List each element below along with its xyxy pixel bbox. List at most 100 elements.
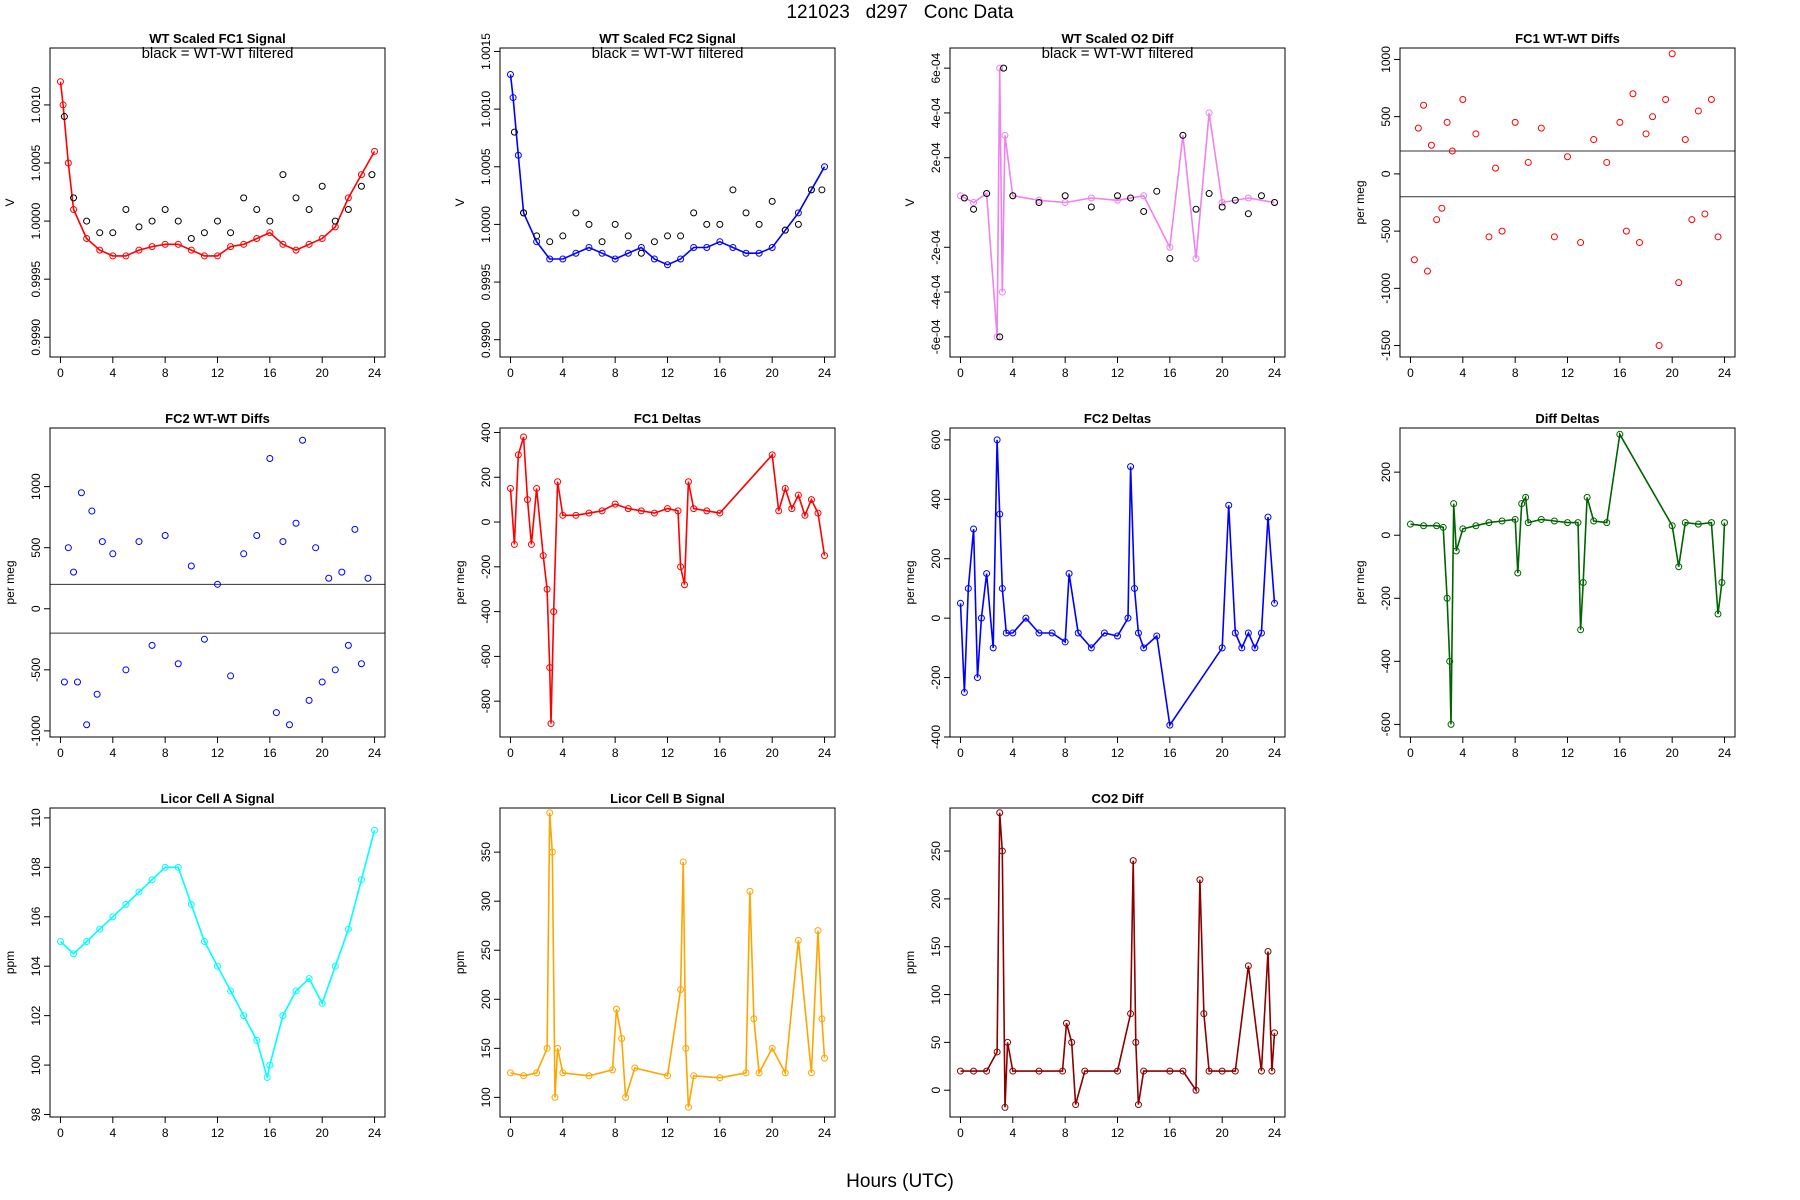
y-tick-label: 4e-04 — [929, 97, 943, 128]
data-point — [1035, 1067, 1043, 1075]
series-line — [59, 829, 376, 1078]
chart-title: WT Scaled FC2 Signal — [599, 31, 736, 46]
data-point — [1603, 158, 1611, 166]
y-tick-label: -1000 — [1379, 273, 1393, 304]
y-tick-label: 1000 — [29, 473, 43, 500]
x-tick-label: 24 — [368, 366, 382, 380]
chart-title: Diff Deltas — [1535, 411, 1599, 426]
data-point — [1492, 164, 1500, 172]
data-point — [729, 243, 737, 251]
data-point — [1439, 523, 1447, 531]
filtered-point — [768, 197, 776, 205]
data-point — [611, 500, 619, 508]
y-tick-label: 200 — [479, 989, 493, 1009]
data-point — [1127, 463, 1135, 471]
data-point — [977, 614, 985, 622]
data-point — [546, 255, 554, 263]
data-point — [1264, 513, 1272, 521]
data-point — [650, 509, 658, 517]
filtered-point — [279, 171, 287, 179]
filtered-point — [148, 217, 156, 225]
data-point — [550, 608, 558, 616]
filtered-point — [1127, 194, 1135, 202]
data-point — [520, 1072, 528, 1080]
data-point — [1238, 644, 1246, 652]
data-point — [1072, 1101, 1080, 1109]
data-point — [1134, 629, 1142, 637]
data-point — [821, 1054, 829, 1062]
data-point — [266, 229, 274, 237]
data-point — [312, 544, 320, 552]
data-point — [64, 159, 72, 167]
data-point — [533, 484, 541, 492]
x-tick-label: 20 — [1666, 366, 1680, 380]
data-point — [814, 927, 822, 935]
data-point — [682, 1044, 690, 1052]
data-point — [551, 1093, 559, 1101]
y-tick-label: -4e-04 — [929, 274, 943, 309]
data-point — [801, 511, 809, 519]
y-tick-label: 0.9990 — [29, 319, 43, 356]
filtered-point — [1000, 64, 1008, 72]
data-point — [1537, 515, 1545, 523]
filtered-point — [161, 205, 169, 213]
data-point — [794, 936, 802, 944]
data-point — [1707, 96, 1715, 103]
data-point — [292, 246, 300, 254]
data-point — [1681, 519, 1689, 527]
data-point — [1537, 124, 1545, 132]
data-point — [998, 584, 1006, 592]
filtered-point — [624, 232, 632, 240]
data-point — [677, 985, 685, 993]
x-tick-label: 16 — [1163, 1126, 1177, 1140]
filtered-point — [960, 194, 968, 202]
data-point — [1251, 644, 1259, 652]
data-point — [821, 552, 829, 560]
x-tick-label: 20 — [1666, 746, 1680, 760]
filtered-point — [755, 220, 763, 228]
x-tick-label: 4 — [109, 1126, 116, 1140]
x-tick-label: 0 — [507, 746, 514, 760]
x-tick-label: 12 — [661, 746, 675, 760]
x-tick-label: 0 — [57, 746, 64, 760]
filtered-point — [970, 205, 978, 213]
data-point — [1009, 1067, 1017, 1075]
plot-area — [1406, 430, 1729, 728]
data-point — [973, 674, 981, 682]
data-point — [821, 163, 829, 171]
x-tick-label: 0 — [1407, 366, 1414, 380]
y-tick-label: 0.9995 — [29, 260, 43, 297]
x-tick-label: 24 — [368, 1126, 382, 1140]
chart-title: Licor Cell A Signal — [161, 791, 275, 806]
data-point — [510, 540, 518, 548]
x-tick-label: 0 — [1407, 746, 1414, 760]
data-point — [1127, 1010, 1135, 1018]
data-point — [964, 584, 972, 592]
data-point — [618, 1035, 626, 1043]
x-tick-label: 12 — [661, 366, 675, 380]
filtered-point — [1271, 199, 1279, 206]
filtered-point — [331, 217, 339, 225]
data-point — [703, 243, 711, 251]
data-point — [514, 451, 522, 459]
filtered-point — [109, 229, 117, 237]
y-axis-label: V — [903, 198, 917, 206]
filtered-point — [1009, 192, 1017, 200]
data-point — [539, 552, 547, 560]
data-point — [1443, 594, 1451, 602]
data-point — [742, 1069, 750, 1077]
data-point — [135, 888, 143, 896]
data-point — [1268, 1067, 1276, 1075]
data-point — [1257, 1067, 1265, 1075]
x-tick-label: 16 — [1613, 746, 1627, 760]
y-tick-label: 0.9995 — [479, 263, 493, 300]
x-tick-label: 4 — [559, 366, 566, 380]
data-point — [1420, 522, 1428, 530]
y-tick-label: 100 — [29, 1055, 43, 1075]
x-tick-label: 16 — [1163, 366, 1177, 380]
data-point — [1518, 500, 1526, 508]
data-point — [148, 243, 156, 251]
data-point — [305, 975, 313, 983]
data-point — [664, 505, 671, 513]
data-point — [279, 240, 287, 248]
